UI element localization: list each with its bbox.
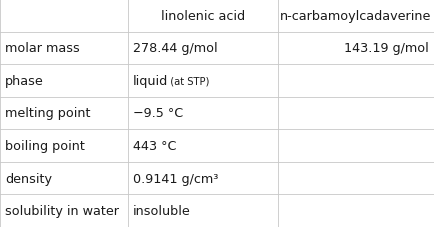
Text: liquid: liquid: [133, 75, 168, 88]
Text: −9.5 °C: −9.5 °C: [133, 107, 184, 120]
Text: linolenic acid: linolenic acid: [161, 10, 245, 23]
Text: melting point: melting point: [5, 107, 91, 120]
Text: 143.19 g/mol: 143.19 g/mol: [344, 42, 429, 55]
Text: (at STP): (at STP): [164, 76, 210, 86]
Text: 443 °C: 443 °C: [133, 139, 177, 152]
Text: density: density: [5, 172, 52, 185]
Text: n-carbamoylcadaverine: n-carbamoylcadaverine: [280, 10, 431, 23]
Text: 278.44 g/mol: 278.44 g/mol: [133, 42, 218, 55]
Text: insoluble: insoluble: [133, 204, 191, 217]
Text: boiling point: boiling point: [5, 139, 85, 152]
Text: solubility in water: solubility in water: [5, 204, 119, 217]
Text: molar mass: molar mass: [5, 42, 80, 55]
Text: 0.9141 g/cm³: 0.9141 g/cm³: [133, 172, 219, 185]
Text: phase: phase: [5, 75, 44, 88]
